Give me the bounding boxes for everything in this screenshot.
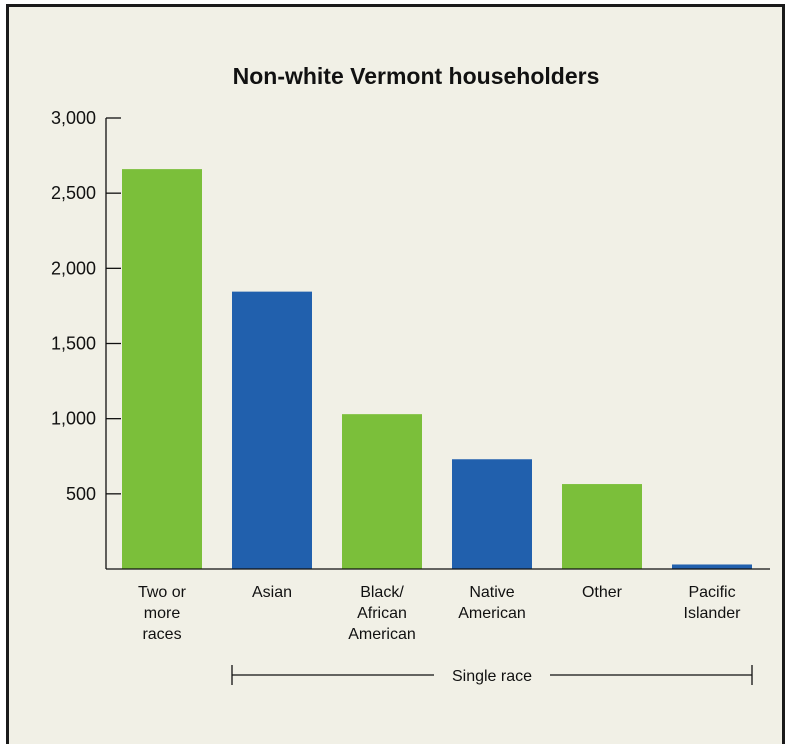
- bar-pacific-islander: [672, 564, 752, 569]
- y-tick-label: 2,000: [51, 258, 96, 278]
- x-axis: Two or more races Asian Black/African America…: [106, 568, 770, 643]
- y-tick-label: 3,000: [51, 108, 96, 128]
- x-tick-label: Two or more races: [138, 584, 187, 643]
- bar-asian: [232, 291, 312, 569]
- x-tick-label: Black/African American: [348, 584, 416, 643]
- y-tick-label: 1,000: [51, 409, 96, 429]
- y-axis: 500 1,000 1,500 2,000 2,500 3,000: [51, 108, 121, 569]
- bars: [122, 169, 752, 569]
- chart-frame: Non-white Vermont householders 500 1,000 1…: [6, 4, 785, 744]
- bracket-label: Single race: [452, 668, 532, 685]
- bar-two-or-more-races: [122, 169, 202, 569]
- y-tick-label: 2,500: [51, 183, 96, 203]
- bar-other: [562, 484, 642, 569]
- x-tick-label: Other: [582, 584, 623, 601]
- bar-native-american: [452, 459, 532, 569]
- bar-black-african-american: [342, 414, 422, 569]
- y-tick-label: 500: [66, 484, 96, 504]
- single-race-bracket: Single race: [231, 665, 753, 685]
- x-tick-label: Asian: [252, 584, 292, 601]
- x-tick-label: Native American: [458, 584, 526, 622]
- x-tick-label: Pacific Islander: [684, 584, 742, 622]
- y-tick-label: 1,500: [51, 334, 96, 354]
- chart-title: Non-white Vermont householders: [233, 63, 600, 89]
- bar-chart: Non-white Vermont householders 500 1,000 1…: [51, 63, 770, 685]
